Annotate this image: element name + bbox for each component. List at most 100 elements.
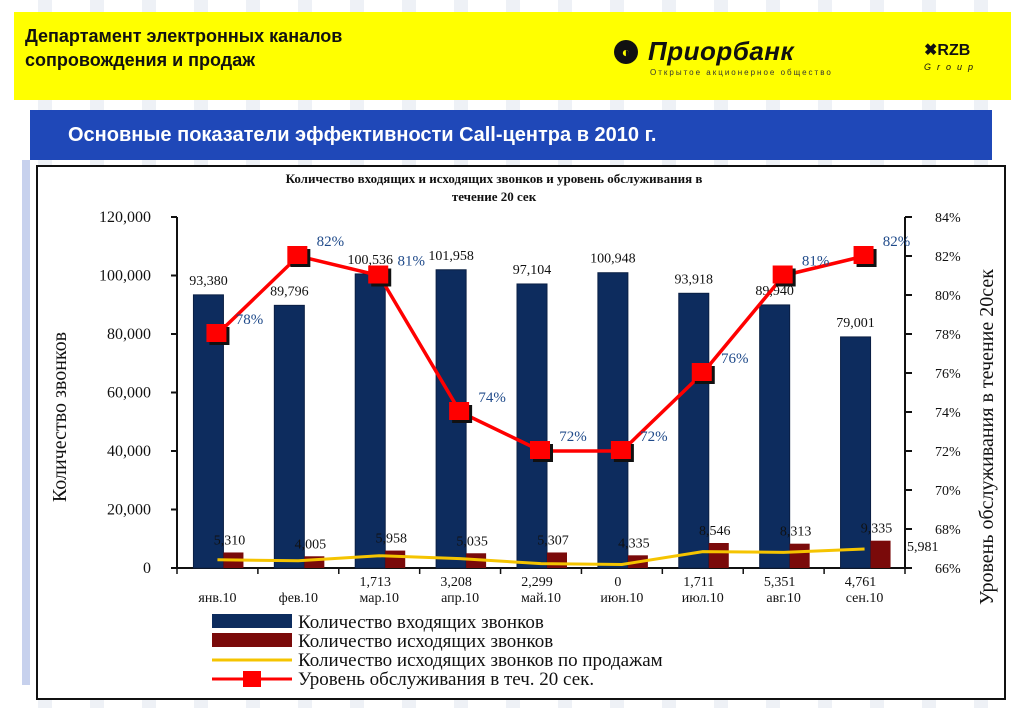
legend-swatch	[212, 614, 292, 628]
line-sales-label: 4,761	[845, 575, 877, 590]
bar-outgoing-label: 8,313	[780, 525, 812, 540]
marker-service-label: 72%	[559, 429, 587, 445]
bar-incoming	[516, 283, 548, 569]
legend-label: Количество исходящих звонков	[298, 631, 553, 652]
bar-outgoing-label: 5,958	[375, 532, 407, 547]
y2-tick-label: 74%	[935, 406, 961, 421]
bar-incoming	[354, 273, 386, 569]
department-title: Департамент электронных каналов сопровож…	[25, 24, 342, 72]
bar-outgoing	[547, 552, 567, 568]
legend-marker	[243, 671, 261, 687]
marker-service-label: 81%	[802, 254, 830, 270]
y2-tick-label: 72%	[935, 445, 961, 460]
group-x-icon: ✖	[924, 42, 938, 59]
y2-tick-label: 82%	[935, 250, 961, 265]
bar-outgoing	[385, 550, 406, 568]
x-tick-label: авг.10	[766, 591, 801, 606]
bar-incoming-label: 100,948	[590, 252, 636, 267]
x-tick-label: май.10	[521, 591, 561, 606]
y-tick-label: 100,000	[99, 268, 151, 285]
chart-panel: Количество входящих и исходящих звонков …	[36, 165, 1006, 700]
x-tick-label: сен.10	[846, 591, 884, 606]
legend-label: Количество исходящих звонков по продажам	[298, 650, 663, 671]
marker-service	[853, 246, 874, 264]
y2-tick-label: 76%	[935, 367, 961, 382]
line-sales-extra-label: 5,981	[907, 540, 939, 555]
marker-service	[368, 265, 389, 284]
marker-service-label: 82%	[317, 234, 345, 250]
line-sales-label: 2,299	[521, 575, 553, 590]
legend-label: Количество входящих звонков	[298, 612, 544, 633]
group-logo: ✖RZB Group	[924, 40, 994, 84]
marker-service-label: 81%	[397, 254, 425, 270]
marker-service-label: 78%	[236, 312, 264, 328]
bank-subtitle: Открытое акционерное общество	[650, 68, 833, 77]
group-name: RZB	[937, 42, 971, 59]
bar-outgoing-label: 5,307	[537, 533, 569, 548]
group-sub: Group	[924, 62, 980, 72]
bar-incoming	[273, 304, 305, 569]
y-tick-label: 0	[143, 560, 151, 577]
marker-service-label: 76%	[721, 351, 749, 367]
y-axis-title: Количество звонков	[49, 332, 71, 502]
y-tick-label: 20,000	[107, 502, 151, 519]
bar-incoming	[678, 292, 710, 569]
bar-incoming-label: 79,001	[836, 316, 875, 331]
legend-swatch	[212, 633, 292, 647]
header-bar	[14, 12, 1011, 100]
y-tick-label: 60,000	[107, 385, 151, 402]
bar-incoming-label: 89,796	[270, 284, 309, 299]
bar-outgoing	[304, 556, 325, 568]
y2-tick-label: 80%	[935, 289, 961, 304]
bar-outgoing	[789, 543, 810, 568]
bar-incoming	[597, 272, 629, 569]
bar-incoming-label: 101,958	[428, 249, 474, 264]
line-sales-label: 3,208	[440, 575, 472, 590]
marker-service	[530, 441, 550, 459]
left-frame-accent	[22, 160, 30, 685]
bar-outgoing-label: 9,335	[861, 522, 893, 537]
line-sales-label: 5,351	[764, 575, 796, 590]
x-tick-label: мар.10	[359, 591, 398, 606]
bar-outgoing-label: 5,035	[456, 534, 488, 549]
bar-incoming-label: 93,918	[675, 272, 714, 287]
marker-service	[610, 441, 631, 459]
bar-incoming-label: 89,940	[755, 284, 794, 299]
x-tick-label: фев.10	[279, 591, 318, 606]
department-line-1: Департамент электронных каналов	[25, 26, 343, 46]
y-tick-label: 40,000	[107, 443, 151, 460]
marker-service	[772, 265, 793, 284]
bar-outgoing-label: 4,335	[618, 536, 650, 551]
y2-tick-label: 70%	[935, 484, 961, 499]
marker-service-label: 82%	[883, 234, 911, 250]
bank-logo: ◐ Приорбанк Открытое акционерное обществ…	[614, 36, 864, 84]
y2-axis-title: Уровень обслуживания в течение 20сек	[976, 269, 998, 605]
bank-emblem-icon: ◐	[614, 40, 638, 64]
x-tick-label: июл.10	[682, 591, 724, 606]
y2-tick-label: 66%	[935, 562, 961, 577]
plot-area: 0 20,000 40,000 60,000 80,000 100,000 120,000 6…	[99, 209, 961, 606]
chart-title-line2: течение 20 сек	[452, 189, 537, 204]
bar-incoming-label: 97,104	[513, 263, 552, 278]
marker-service-label: 74%	[478, 390, 506, 406]
bar-outgoing	[870, 540, 891, 568]
marker-service	[449, 402, 470, 420]
x-tick-label: апр.10	[441, 591, 479, 606]
y2-tick-label: 68%	[935, 523, 961, 538]
x-tick-label: июн.10	[600, 591, 643, 606]
x-tick-label: янв.10	[198, 591, 236, 606]
bar-outgoing-label: 5,310	[214, 533, 246, 548]
marker-service	[287, 246, 308, 264]
bar-incoming	[759, 304, 791, 569]
title-banner: Основные показатели эффективности Call-ц…	[30, 110, 992, 160]
department-line-2: сопровождения и продаж	[25, 50, 255, 70]
y-tick-label: 80,000	[107, 326, 151, 343]
bar-outgoing-label: 8,546	[699, 524, 731, 539]
marker-service	[206, 324, 227, 342]
y2-tick-label: 78%	[935, 328, 961, 343]
page-title: Основные показатели эффективности Call-ц…	[68, 124, 657, 146]
bar-incoming-label: 93,380	[189, 274, 228, 289]
line-sales-label: 1,713	[359, 575, 391, 590]
y2-tick-label: 84%	[935, 211, 961, 226]
